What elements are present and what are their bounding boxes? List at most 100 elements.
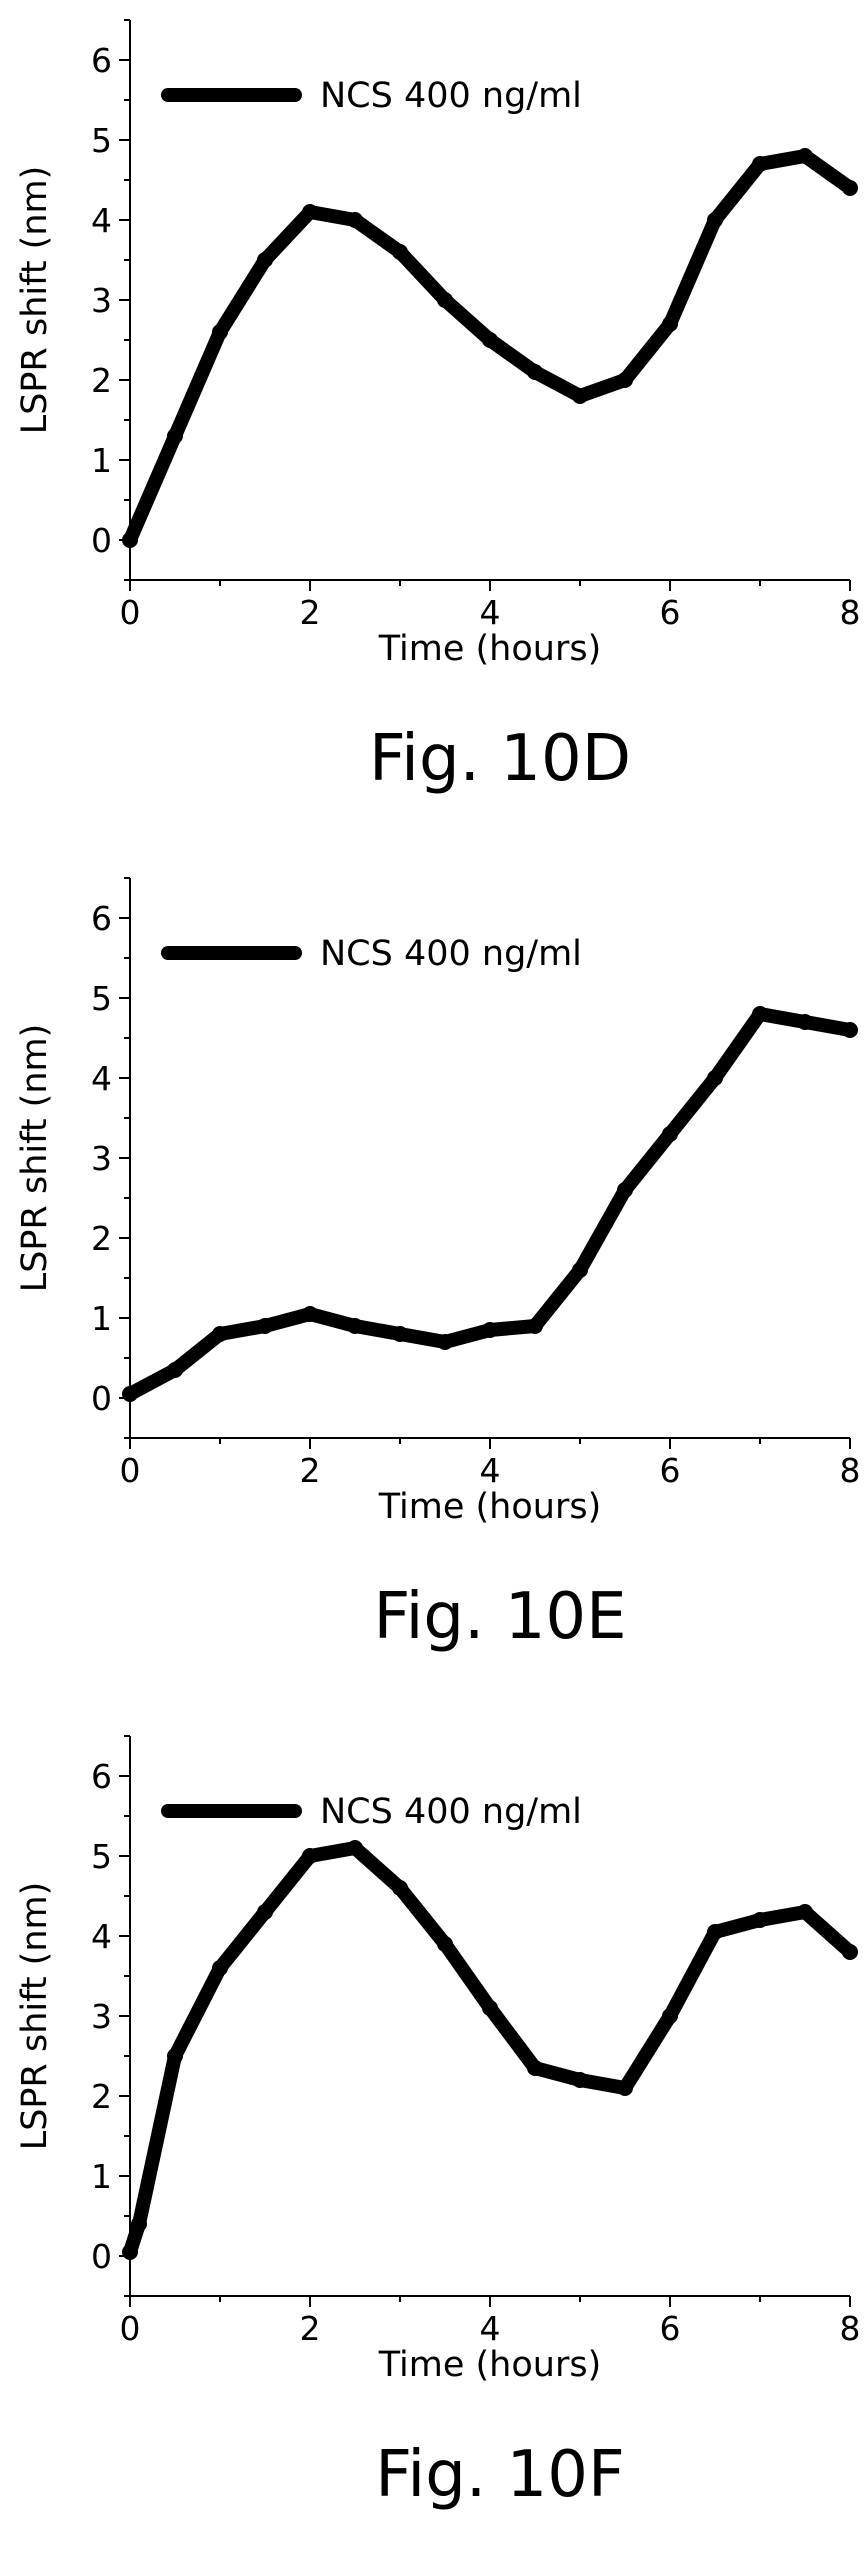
data-point (347, 1840, 363, 1856)
chart-fig-10d: 0 1 2 3 4 5 6 0 2 4 6 8 Time (hours) LSPR shift (nm) F… (15, 19, 861, 796)
x-tick-label: 0 (120, 2309, 141, 2348)
x-axis-title: Time (hours) (378, 2345, 602, 2385)
y-tick-label: 2 (91, 1219, 112, 1258)
x-tick-label: 2 (300, 593, 321, 632)
data-point (482, 2000, 498, 2016)
data-point (842, 180, 858, 196)
data-point (527, 364, 543, 380)
data-point (347, 212, 363, 228)
y-tick-label: 0 (91, 2237, 112, 2276)
y-axis-title: LSPR shift (nm) (15, 1882, 55, 2151)
y-tick-label: 3 (91, 1139, 112, 1178)
figure-caption: Fig. 10D (369, 722, 631, 796)
data-point (662, 1126, 678, 1142)
x-tick-label: 6 (660, 2309, 681, 2348)
legend-label: NCS 400 ng/ml (320, 1792, 582, 1832)
data-point (752, 156, 768, 172)
y-tick-label: 3 (91, 1997, 112, 2036)
x-tick-label: 6 (660, 1451, 681, 1490)
data-point (752, 1912, 768, 1928)
data-point (752, 1006, 768, 1022)
x-tick-label: 6 (660, 593, 681, 632)
data-point (572, 1262, 588, 1278)
data-point (122, 2244, 138, 2260)
legend-label: NCS 400 ng/ml (320, 76, 582, 116)
data-point (527, 1318, 543, 1334)
y-tick-label: 0 (91, 521, 112, 560)
data-point (797, 1014, 813, 1030)
chart-fig-10f: 0 1 2 3 4 5 6 0 2 4 6 8 Time (hours) LSPR shift (nm) F… (15, 1735, 861, 2512)
data-point (392, 1326, 408, 1342)
x-tick-label: 2 (300, 2309, 321, 2348)
data-point (347, 1318, 363, 1334)
y-tick-label: 3 (91, 281, 112, 320)
x-tick-label: 8 (840, 1451, 861, 1490)
data-point (167, 1362, 183, 1378)
data-point (797, 1904, 813, 1920)
data-point (662, 2008, 678, 2024)
figure-caption: Fig. 10E (373, 1580, 626, 1654)
data-point (572, 2072, 588, 2088)
data-point (572, 388, 588, 404)
x-axis-title: Time (hours) (378, 1487, 602, 1527)
x-tick-label: 0 (120, 593, 141, 632)
data-point (302, 204, 318, 220)
data-point (707, 1070, 723, 1086)
data-point (617, 1182, 633, 1198)
x-tick-label: 8 (840, 593, 861, 632)
x-tick-label: 2 (300, 1451, 321, 1490)
x-tick-label: 0 (120, 1451, 141, 1490)
data-point (707, 1924, 723, 1940)
data-point (257, 252, 273, 268)
y-axis-title: LSPR shift (nm) (15, 1024, 55, 1293)
y-tick-label: 6 (91, 41, 112, 80)
y-tick-label: 5 (91, 979, 112, 1018)
y-tick-label: 5 (91, 121, 112, 160)
data-point (482, 332, 498, 348)
data-point (302, 1848, 318, 1864)
y-tick-label: 0 (91, 1379, 112, 1418)
data-point (257, 1904, 273, 1920)
y-tick-label: 6 (91, 899, 112, 938)
data-point (212, 1960, 228, 1976)
y-tick-label: 2 (91, 2077, 112, 2116)
y-tick-label: 1 (91, 441, 112, 480)
data-point (167, 428, 183, 444)
data-point (167, 2048, 183, 2064)
x-tick-label: 4 (480, 1451, 501, 1490)
data-point (617, 2080, 633, 2096)
data-point (797, 148, 813, 164)
x-tick-label: 4 (480, 593, 501, 632)
data-point (707, 212, 723, 228)
y-tick-label: 4 (91, 1917, 112, 1956)
data-point (437, 1936, 453, 1952)
data-point (392, 1880, 408, 1896)
legend-label: NCS 400 ng/ml (320, 934, 582, 974)
data-point (131, 2216, 147, 2232)
data-point (437, 292, 453, 308)
data-point (842, 1944, 858, 1960)
data-point (662, 316, 678, 332)
data-point (257, 1318, 273, 1334)
x-tick-label: 8 (840, 2309, 861, 2348)
y-tick-label: 6 (91, 1757, 112, 1796)
x-tick-label: 4 (480, 2309, 501, 2348)
data-point (302, 1306, 318, 1322)
data-point (527, 2060, 543, 2076)
data-point (122, 532, 138, 548)
y-tick-label: 4 (91, 1059, 112, 1098)
data-point (482, 1322, 498, 1338)
figure-caption: Fig. 10F (375, 2438, 625, 2512)
data-point (617, 372, 633, 388)
y-tick-label: 1 (91, 1299, 112, 1338)
y-tick-label: 4 (91, 201, 112, 240)
data-point (392, 244, 408, 260)
data-point (212, 1326, 228, 1342)
data-point (212, 324, 228, 340)
y-axis-title: LSPR shift (nm) (15, 166, 55, 435)
data-point (842, 1022, 858, 1038)
series-line (123, 1841, 857, 2259)
y-tick-label: 2 (91, 361, 112, 400)
y-tick-label: 1 (91, 2157, 112, 2196)
chart-fig-10e: 0 1 2 3 4 5 6 0 2 4 6 8 Time (hours) LSPR shift (nm) F… (15, 877, 861, 1654)
